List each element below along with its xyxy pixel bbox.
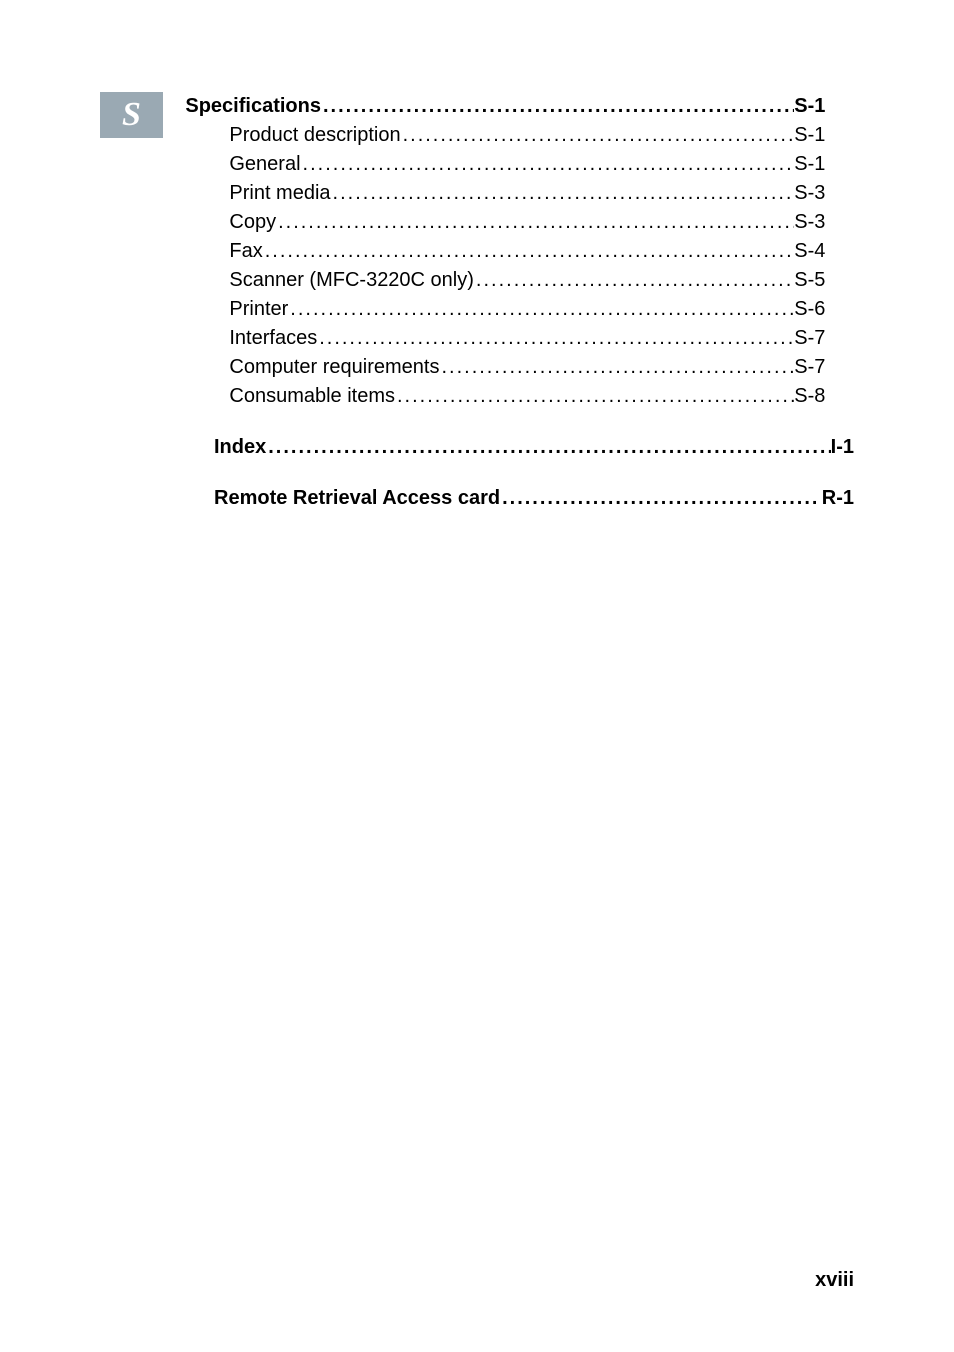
toc-label: Fax xyxy=(229,237,262,266)
toc-label: Print media xyxy=(229,179,330,208)
toc-heading-remote: Remote Retrieval Access card R-1 xyxy=(214,484,854,513)
toc-leader xyxy=(395,382,794,411)
toc-label: Interfaces xyxy=(229,324,317,353)
toc-page: S-7 xyxy=(794,353,825,382)
toc-leader xyxy=(439,353,794,382)
toc-leader xyxy=(288,295,794,324)
toc-item: Printer S-6 xyxy=(185,295,825,324)
toc-leader xyxy=(401,121,795,150)
toc-label: Printer xyxy=(229,295,288,324)
toc-item: Print media S-3 xyxy=(185,179,825,208)
toc-item: Product description S-1 xyxy=(185,121,825,150)
toc-leader xyxy=(321,92,794,121)
toc-heading-index: Index I-1 xyxy=(214,433,854,462)
toc-label: Remote Retrieval Access card xyxy=(214,484,500,513)
toc-container: Specifications S-1 Product description S… xyxy=(185,92,825,411)
toc-label: Product description xyxy=(229,121,400,150)
toc-leader xyxy=(331,179,795,208)
toc-label: Specifications xyxy=(185,92,321,121)
toc-item: Interfaces S-7 xyxy=(185,324,825,353)
toc-item: Scanner (MFC-3220C only) S-5 xyxy=(185,266,825,295)
toc-remote-section: Remote Retrieval Access card R-1 xyxy=(214,484,854,513)
toc-leader xyxy=(301,150,795,179)
toc-page: S-3 xyxy=(794,179,825,208)
toc-page: I-1 xyxy=(831,433,854,462)
toc-page: R-1 xyxy=(822,484,854,513)
toc-leader xyxy=(500,484,816,513)
page-number: xviii xyxy=(815,1269,854,1292)
toc-leader xyxy=(276,208,794,237)
toc-item: Fax S-4 xyxy=(185,237,825,266)
toc-page: S-1 xyxy=(794,121,825,150)
toc-heading-specifications: Specifications S-1 xyxy=(185,92,825,121)
section-badge: S xyxy=(100,92,163,138)
toc-label: Index xyxy=(214,433,266,462)
spacer xyxy=(100,411,854,433)
toc-item: General S-1 xyxy=(185,150,825,179)
toc-item: Consumable items S-8 xyxy=(185,382,825,411)
toc-leader xyxy=(317,324,794,353)
toc-leader xyxy=(263,237,795,266)
toc-page: S-5 xyxy=(794,266,825,295)
spacer xyxy=(100,462,854,484)
toc-item: Computer requirements S-7 xyxy=(185,353,825,382)
toc-label: Computer requirements xyxy=(229,353,439,382)
toc-leader xyxy=(474,266,794,295)
toc-page: S-1 xyxy=(794,150,825,179)
toc-page: S-3 xyxy=(794,208,825,237)
toc-page: S-4 xyxy=(794,237,825,266)
toc-page: S-6 xyxy=(794,295,825,324)
page-content: S Specifications S-1 Product description… xyxy=(0,0,954,513)
toc-item: Copy S-3 xyxy=(185,208,825,237)
toc-label: General xyxy=(229,150,300,179)
toc-index-section: Index I-1 xyxy=(214,433,854,462)
toc-page: S-8 xyxy=(794,382,825,411)
toc-label: Copy xyxy=(229,208,276,237)
toc-page: S-7 xyxy=(794,324,825,353)
toc-label: Consumable items xyxy=(229,382,395,411)
toc-page: S-1 xyxy=(794,92,825,121)
toc-label: Scanner (MFC-3220C only) xyxy=(229,266,474,295)
toc-leader xyxy=(266,433,830,462)
